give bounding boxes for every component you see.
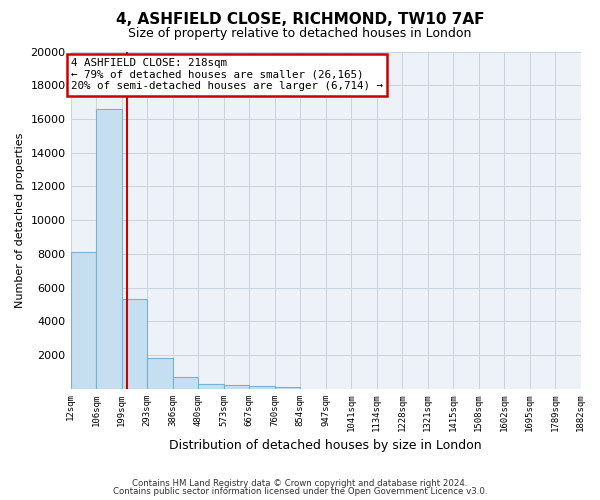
Bar bbox=[173, 377, 198, 388]
Bar bbox=[275, 387, 300, 388]
Bar bbox=[198, 384, 224, 388]
Bar bbox=[224, 386, 249, 388]
Bar bbox=[71, 252, 96, 388]
Text: Size of property relative to detached houses in London: Size of property relative to detached ho… bbox=[128, 28, 472, 40]
X-axis label: Distribution of detached houses by size in London: Distribution of detached houses by size … bbox=[169, 440, 482, 452]
Bar bbox=[122, 300, 147, 388]
Bar bbox=[249, 386, 275, 388]
Bar bbox=[147, 358, 173, 388]
Text: 4 ASHFIELD CLOSE: 218sqm
← 79% of detached houses are smaller (26,165)
20% of se: 4 ASHFIELD CLOSE: 218sqm ← 79% of detach… bbox=[71, 58, 383, 92]
Text: Contains HM Land Registry data © Crown copyright and database right 2024.: Contains HM Land Registry data © Crown c… bbox=[132, 478, 468, 488]
Bar bbox=[96, 109, 122, 388]
Text: 4, ASHFIELD CLOSE, RICHMOND, TW10 7AF: 4, ASHFIELD CLOSE, RICHMOND, TW10 7AF bbox=[116, 12, 484, 28]
Text: Contains public sector information licensed under the Open Government Licence v3: Contains public sector information licen… bbox=[113, 487, 487, 496]
Y-axis label: Number of detached properties: Number of detached properties bbox=[15, 132, 25, 308]
